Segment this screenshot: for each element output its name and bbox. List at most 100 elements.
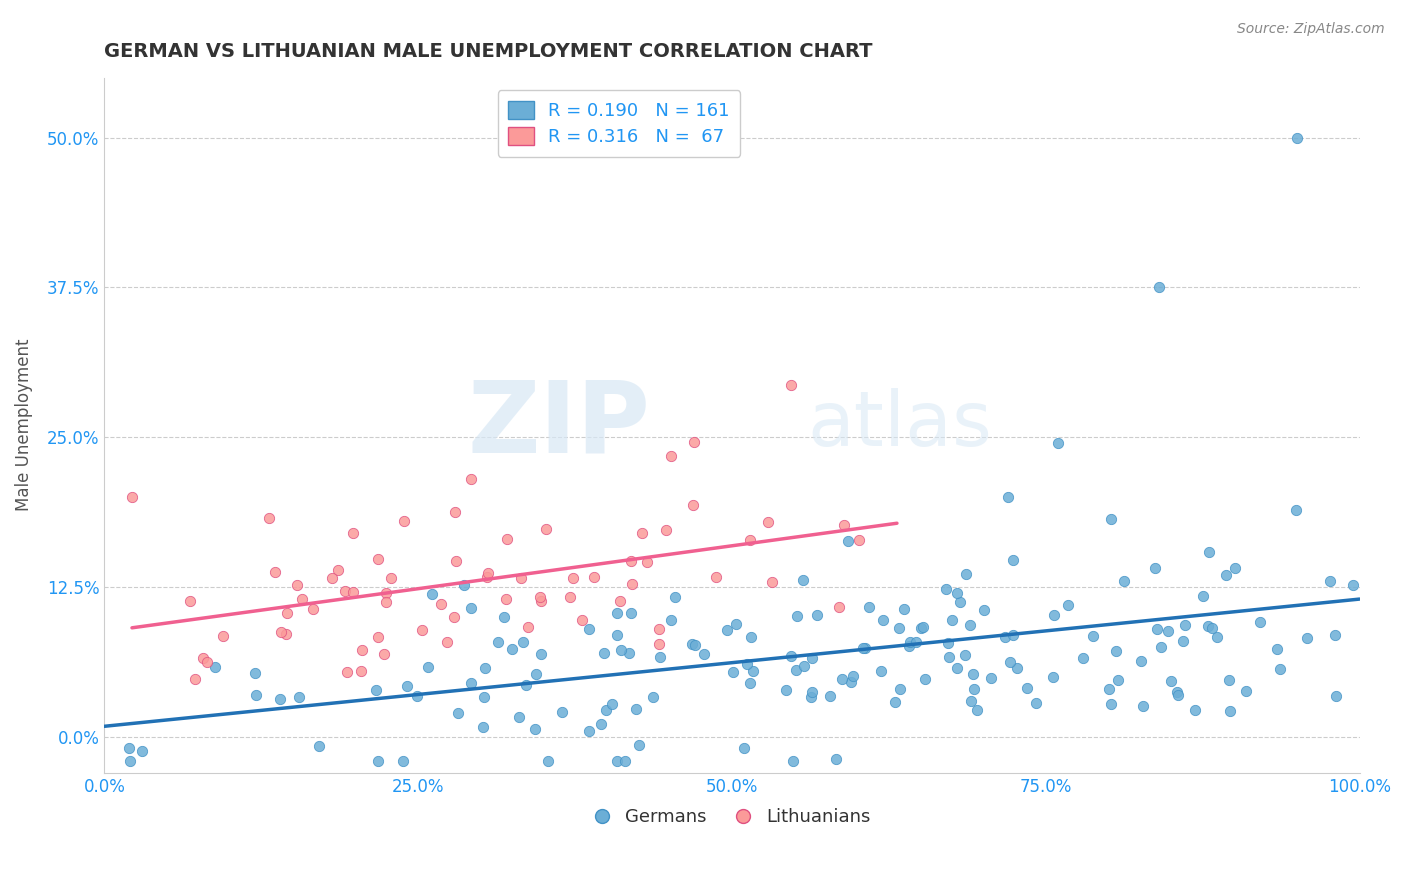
- Point: [1270, 661, 1292, 675]
- Point: [460, 601, 482, 615]
- Point: [818, 689, 841, 703]
- Point: [257, 511, 280, 525]
- Point: [946, 661, 969, 675]
- Point: [641, 690, 664, 704]
- Point: [477, 566, 499, 581]
- Point: [195, 655, 218, 669]
- Point: [184, 672, 207, 686]
- Point: [562, 571, 585, 585]
- Point: [1284, 503, 1306, 517]
- Point: [443, 610, 465, 624]
- Point: [245, 665, 267, 680]
- Point: [392, 754, 415, 768]
- Point: [998, 655, 1021, 669]
- Point: [1218, 673, 1240, 687]
- Point: [118, 754, 141, 768]
- Point: [367, 552, 389, 566]
- Point: [602, 697, 624, 711]
- Point: [582, 569, 605, 583]
- Point: [630, 525, 652, 540]
- Point: [636, 555, 658, 569]
- Point: [725, 617, 748, 632]
- Point: [350, 642, 373, 657]
- Point: [523, 723, 546, 737]
- Point: [453, 577, 475, 591]
- Point: [884, 695, 907, 709]
- Point: [1157, 624, 1180, 639]
- Point: [898, 634, 921, 648]
- Point: [839, 675, 862, 690]
- Point: [326, 563, 349, 577]
- Point: [530, 647, 553, 661]
- Point: [959, 618, 981, 632]
- Point: [648, 637, 671, 651]
- Point: [606, 628, 628, 642]
- Point: [997, 490, 1019, 504]
- Point: [578, 723, 600, 738]
- Point: [1099, 697, 1122, 711]
- Point: [780, 649, 803, 664]
- Point: [350, 664, 373, 678]
- Point: [1166, 684, 1188, 698]
- Point: [501, 641, 523, 656]
- Point: [785, 663, 807, 677]
- Point: [460, 472, 482, 486]
- Point: [380, 571, 402, 585]
- Point: [624, 701, 647, 715]
- Point: [1160, 674, 1182, 689]
- Point: [800, 690, 823, 704]
- Point: [682, 499, 704, 513]
- Legend: Germans, Lithuanians: Germans, Lithuanians: [586, 801, 879, 833]
- Point: [1107, 673, 1129, 687]
- Point: [1265, 641, 1288, 656]
- Point: [1025, 696, 1047, 710]
- Point: [741, 664, 763, 678]
- Point: [374, 586, 396, 600]
- Point: [870, 664, 893, 678]
- Point: [534, 522, 557, 536]
- Point: [914, 672, 936, 686]
- Point: [610, 643, 633, 657]
- Point: [571, 613, 593, 627]
- Point: [828, 600, 851, 615]
- Point: [606, 754, 628, 768]
- Point: [486, 635, 509, 649]
- Point: [1174, 618, 1197, 632]
- Point: [994, 630, 1017, 644]
- Point: [1223, 561, 1246, 575]
- Point: [512, 635, 534, 649]
- Point: [848, 533, 870, 547]
- Point: [336, 665, 359, 680]
- Point: [740, 676, 762, 690]
- Point: [515, 678, 537, 692]
- Point: [962, 666, 984, 681]
- Text: Source: ZipAtlas.com: Source: ZipAtlas.com: [1237, 22, 1385, 37]
- Point: [852, 640, 875, 655]
- Point: [595, 703, 617, 717]
- Point: [1005, 661, 1028, 675]
- Point: [955, 567, 977, 582]
- Point: [655, 523, 678, 537]
- Point: [1146, 622, 1168, 636]
- Text: ZIP: ZIP: [467, 376, 651, 474]
- Point: [716, 623, 738, 637]
- Point: [650, 649, 672, 664]
- Point: [1206, 630, 1229, 644]
- Point: [420, 586, 443, 600]
- Point: [204, 660, 226, 674]
- Point: [941, 613, 963, 627]
- Point: [321, 571, 343, 585]
- Point: [682, 435, 704, 450]
- Point: [782, 754, 804, 768]
- Point: [121, 490, 143, 504]
- Point: [179, 593, 201, 607]
- Point: [723, 665, 745, 679]
- Point: [1114, 574, 1136, 588]
- Point: [831, 672, 853, 686]
- Point: [825, 752, 848, 766]
- Point: [1147, 280, 1170, 294]
- Point: [1324, 628, 1347, 642]
- Point: [591, 717, 613, 731]
- Point: [342, 526, 364, 541]
- Point: [1341, 577, 1364, 591]
